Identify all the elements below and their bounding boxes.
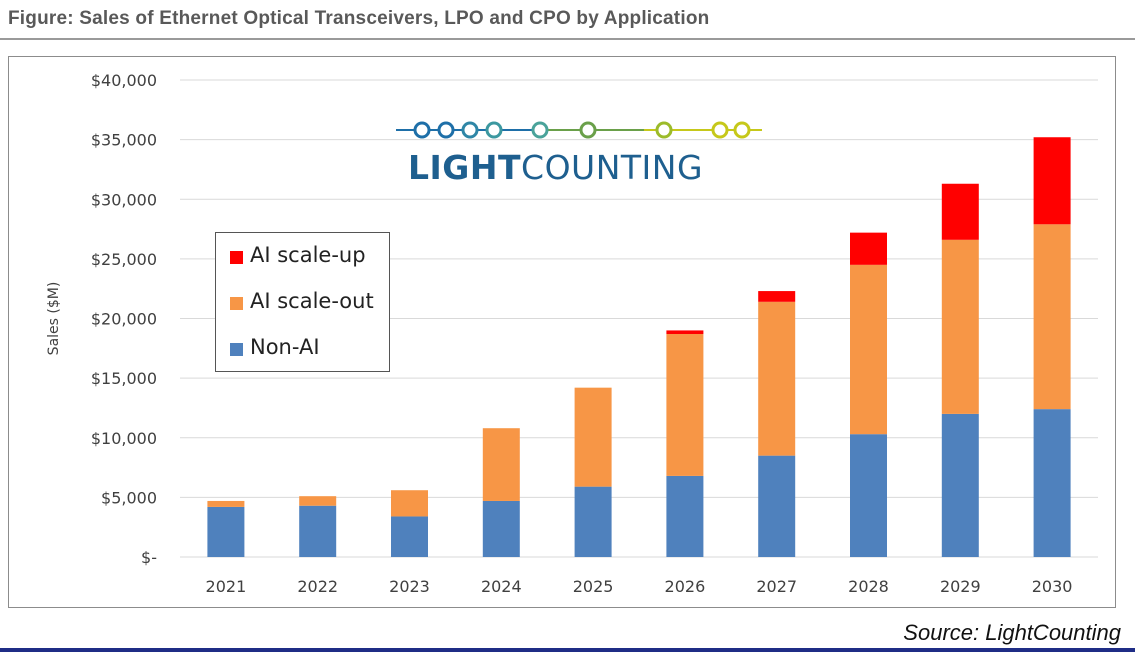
logo-chain-icon xyxy=(396,121,762,139)
legend-swatch-ai-scale-out xyxy=(230,297,243,310)
x-tick-label: 2027 xyxy=(756,577,797,596)
x-tick-label: 2021 xyxy=(206,577,247,596)
source-note: Source: LightCounting xyxy=(903,620,1121,645)
x-tick-label: 2029 xyxy=(940,577,981,596)
y-axis-title: Sales ($M) xyxy=(46,282,62,356)
chart-legend: AI scale-up AI scale-out Non-AI xyxy=(215,232,390,372)
y-tick-label: $10,000 xyxy=(91,429,157,448)
x-tick-label: 2025 xyxy=(573,577,614,596)
legend-swatch-non-ai xyxy=(230,343,243,356)
y-tick-label: $25,000 xyxy=(91,250,157,269)
logo-text-bold: LIGHT xyxy=(408,148,522,187)
bar-ai-scale-out-2025 xyxy=(574,387,612,487)
bar-ai-scale-out-2023 xyxy=(391,490,428,517)
bar-ai-scale-out-2021 xyxy=(207,500,245,507)
legend-label-non-ai: Non-AI xyxy=(250,335,320,359)
logo-wordmark: LIGHTCOUNTING xyxy=(408,148,703,187)
logo-text-regular: COUNTING xyxy=(521,148,704,187)
bar-ai-scale-up-2026 xyxy=(666,330,704,335)
x-tick-label: 2028 xyxy=(848,577,889,596)
y-tick-label: $30,000 xyxy=(91,190,157,209)
x-tick-label: 2023 xyxy=(389,577,430,596)
legend-swatch-ai-scale-up xyxy=(230,251,243,264)
bar-non-ai-2023 xyxy=(391,516,428,557)
legend-label-ai-scale-out: AI scale-out xyxy=(250,289,374,313)
bar-non-ai-2028 xyxy=(850,434,887,557)
y-tick-label: $5,000 xyxy=(101,488,157,507)
bar-non-ai-2030 xyxy=(1033,409,1071,557)
x-tick-label: 2026 xyxy=(665,577,706,596)
bottom-divider xyxy=(0,648,1135,652)
bar-non-ai-2027 xyxy=(758,455,796,557)
bar-non-ai-2029 xyxy=(941,413,979,557)
y-tick-label: $20,000 xyxy=(91,310,157,329)
bar-ai-scale-out-2024 xyxy=(482,428,520,501)
figure-title: Figure: Sales of Ethernet Optical Transc… xyxy=(8,8,710,29)
chart-frame xyxy=(8,56,1116,608)
bar-ai-scale-out-2027 xyxy=(758,301,796,456)
x-tick-label: 2030 xyxy=(1032,577,1073,596)
x-tick-label: 2022 xyxy=(297,577,338,596)
lightcounting-logo: LIGHTCOUNTING xyxy=(394,118,774,188)
title-divider xyxy=(0,38,1135,40)
y-tick-label: $40,000 xyxy=(91,71,157,90)
bar-non-ai-2025 xyxy=(574,486,612,557)
y-tick-label: $35,000 xyxy=(91,131,157,150)
y-tick-label: $- xyxy=(141,548,157,567)
bar-non-ai-2026 xyxy=(666,475,704,557)
bar-non-ai-2024 xyxy=(482,500,520,557)
y-tick-label: $15,000 xyxy=(91,369,157,388)
bar-ai-scale-out-2029 xyxy=(941,239,979,414)
bar-non-ai-2022 xyxy=(299,505,337,557)
bar-ai-scale-up-2028 xyxy=(850,232,887,265)
bar-ai-scale-up-2027 xyxy=(758,291,796,302)
bar-non-ai-2021 xyxy=(207,506,245,557)
legend-label-ai-scale-up: AI scale-up xyxy=(250,243,366,267)
bar-ai-scale-up-2029 xyxy=(941,183,979,240)
bar-ai-scale-out-2030 xyxy=(1033,224,1071,410)
bar-ai-scale-out-2028 xyxy=(850,264,887,435)
bar-ai-scale-out-2022 xyxy=(299,496,337,506)
bar-ai-scale-up-2030 xyxy=(1033,137,1071,225)
x-tick-label: 2024 xyxy=(481,577,522,596)
bar-ai-scale-out-2026 xyxy=(666,334,704,476)
